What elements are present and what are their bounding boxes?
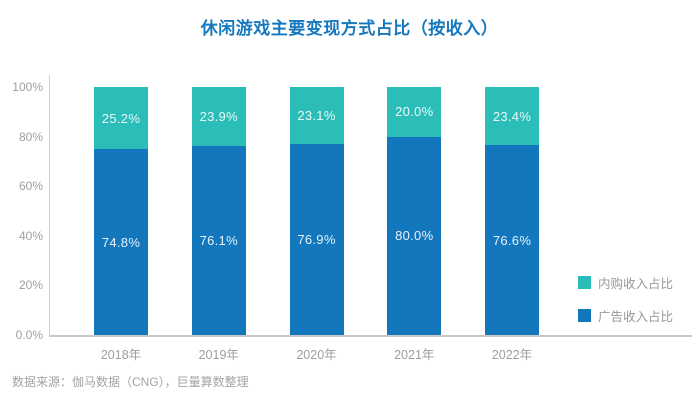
x-tick-label: 2018年 [100, 348, 142, 362]
legend-label-ad: 广告收入占比 [598, 310, 674, 324]
bar-value-label: 20.0% [395, 104, 434, 120]
legend-item-iap: 内购收入占比 [578, 273, 673, 292]
y-axis-line [49, 75, 50, 335]
bar-value-label: 80.0% [395, 228, 434, 244]
bar-segment-广告收入占比-2021年: 80.0% [387, 136, 442, 335]
legend-swatch-iap [578, 276, 591, 289]
bar-value-label: 76.6% [492, 232, 532, 248]
bar-segment-内购收入占比-2020年: 23.1% [289, 87, 344, 145]
x-tick-label: 2022年 [491, 348, 533, 362]
y-tick-label: 100% [12, 80, 43, 94]
bar-segment-广告收入占比-2019年: 76.1% [191, 146, 246, 335]
bar-value-label: 23.4% [492, 108, 532, 124]
legend: 内购收入占比 广告收入占比 [578, 273, 673, 339]
x-tick-label: 2020年 [296, 348, 337, 362]
y-tick-label: 60% [18, 179, 43, 194]
bar-value-label: 23.1% [297, 108, 336, 124]
bar-segment-内购收入占比-2021年: 20.0% [387, 87, 442, 137]
legend-swatch-ad [578, 309, 591, 322]
legend-label-iap: 内购收入占比 [598, 277, 674, 291]
bar-segment-内购收入占比-2018年: 25.2% [94, 87, 148, 150]
chart-title: 休闲游戏主要变现方式占比（按收入） [200, 19, 499, 38]
y-tick-label: 0.0% [15, 328, 43, 342]
y-tick-label: 80% [18, 129, 43, 144]
bar-segment-内购收入占比-2022年: 23.4% [485, 87, 539, 146]
bar-segment-广告收入占比-2018年: 74.8% [94, 149, 148, 335]
bar-value-label: 76.9% [297, 232, 336, 248]
y-tick-label: 20% [18, 278, 43, 293]
bar-value-label: 25.2% [101, 110, 141, 126]
bar-value-label: 23.9% [199, 109, 238, 125]
x-tick-label: 2019年 [198, 348, 239, 362]
x-tick-label: 2021年 [394, 348, 435, 362]
bar-segment-广告收入占比-2020年: 76.9% [289, 144, 344, 335]
legend-item-ad: 广告收入占比 [578, 306, 673, 325]
source-note: 数据来源：伽马数据（CNG），巨量算数整理 [12, 375, 249, 389]
y-tick-label: 40% [18, 228, 43, 243]
x-axis-line [49, 335, 692, 337]
bar-segment-广告收入占比-2022年: 76.6% [485, 145, 539, 335]
bar-value-label: 74.8% [101, 234, 141, 250]
bar-value-label: 76.1% [199, 233, 238, 249]
bar-segment-内购收入占比-2019年: 23.9% [191, 87, 246, 147]
